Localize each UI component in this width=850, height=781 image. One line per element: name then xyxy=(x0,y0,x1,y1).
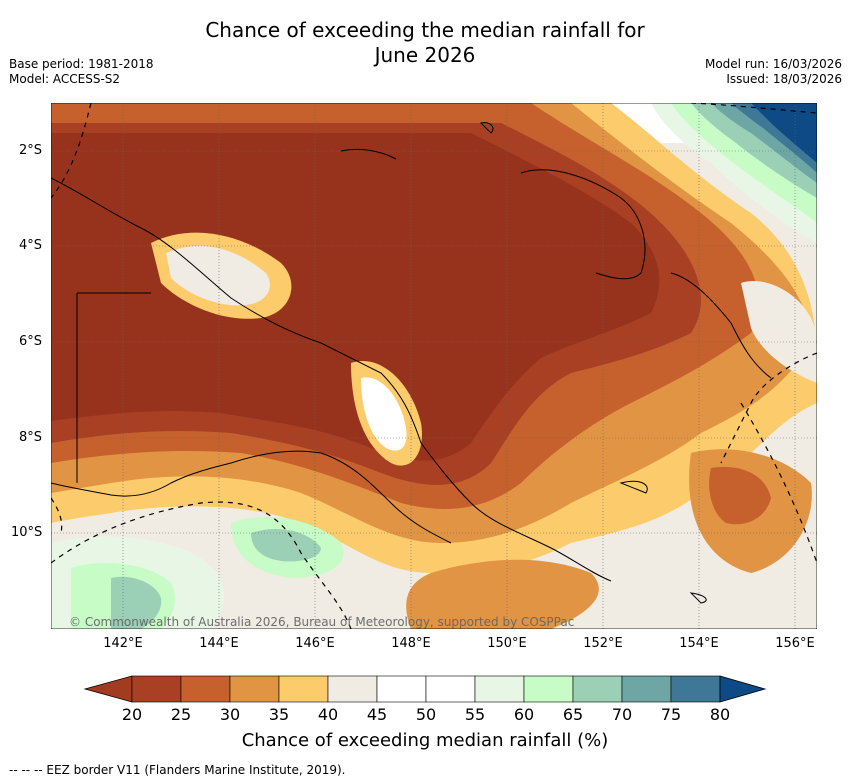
colorbar-bin-35-40 xyxy=(278,675,329,703)
lon-label-144e: 144°E xyxy=(199,636,239,651)
colorbar-tick-50: 50 xyxy=(415,705,437,724)
model-run: Model run: 16/03/2026 xyxy=(704,57,842,71)
lon-label-148e: 148°E xyxy=(391,636,431,651)
colorbar-tick-20: 20 xyxy=(121,705,143,724)
eez-legend-note: -- -- -- EEZ border V11 (Flanders Marine… xyxy=(9,763,346,777)
colorbar-tick-80: 80 xyxy=(709,705,731,724)
colorbar-tick-55: 55 xyxy=(464,705,486,724)
colorbar-bin-25-30 xyxy=(180,675,231,703)
colorbar-bin-40-45 xyxy=(327,675,378,703)
colorbar-bin-20-25 xyxy=(131,675,182,703)
eez-borders xyxy=(51,103,817,629)
colorbar-bin-70-75 xyxy=(621,675,672,703)
colorbar-tick-65: 65 xyxy=(562,705,584,724)
colorbar-bin-65-70 xyxy=(572,675,623,703)
model-name: Model: ACCESS-S2 xyxy=(9,72,121,86)
chart-title: Chance of exceeding the median rainfall … xyxy=(0,18,850,68)
lon-label-142e: 142°E xyxy=(103,636,143,651)
lon-label-146e: 146°E xyxy=(295,636,335,651)
colorbar-tick-40: 40 xyxy=(317,705,339,724)
base-info: Base period: 1981-2018 Model: ACCESS-S2 xyxy=(9,57,154,87)
probability-field xyxy=(51,103,817,629)
colorbar-tick-35: 35 xyxy=(268,705,290,724)
lon-label-150e: 150°E xyxy=(487,636,527,651)
lon-label-154e: 154°E xyxy=(679,636,719,651)
colorbar-bin-55-60 xyxy=(474,675,525,703)
coastlines xyxy=(51,122,772,604)
colorbar-tick-30: 30 xyxy=(219,705,241,724)
lat-label-6s: 6°S xyxy=(19,334,43,349)
colorbar-tick-75: 75 xyxy=(660,705,682,724)
colorbar-extend-low xyxy=(83,675,133,703)
colorbar-bin-60-65 xyxy=(523,675,574,703)
colorbar-bin-45-50 xyxy=(376,675,427,703)
lat-label-2s: 2°S xyxy=(19,143,43,158)
lon-label-156e: 156°E xyxy=(775,636,815,651)
colorbar-bin-50-55 xyxy=(425,675,476,703)
title-line-2: June 2026 xyxy=(374,43,476,67)
colorbar-extend-high xyxy=(719,675,767,703)
colorbar-bin-30-35 xyxy=(229,675,280,703)
copyright-notice: © Commonwealth of Australia 2026, Bureau… xyxy=(69,615,574,629)
colorbar xyxy=(83,675,767,703)
lat-label-4s: 4°S xyxy=(19,238,43,253)
colorbar-tick-45: 45 xyxy=(366,705,388,724)
colorbar-tick-70: 70 xyxy=(611,705,633,724)
colorbar-label: Chance of exceeding median rainfall (%) xyxy=(241,730,609,751)
colorbar-tick-25: 25 xyxy=(170,705,192,724)
lon-label-152e: 152°E xyxy=(583,636,623,651)
base-period: Base period: 1981-2018 xyxy=(9,57,154,71)
issued-date: Issued: 18/03/2026 xyxy=(726,72,842,86)
title-line-1: Chance of exceeding the median rainfall … xyxy=(205,18,645,42)
lat-label-8s: 8°S xyxy=(19,430,43,445)
colorbar-tick-60: 60 xyxy=(513,705,535,724)
rainfall-map: © Commonwealth of Australia 2026, Bureau… xyxy=(51,103,817,629)
run-info: Model run: 16/03/2026 Issued: 18/03/2026 xyxy=(705,57,842,87)
colorbar-bin-75-80 xyxy=(670,675,721,703)
lat-label-10s: 10°S xyxy=(11,525,43,540)
